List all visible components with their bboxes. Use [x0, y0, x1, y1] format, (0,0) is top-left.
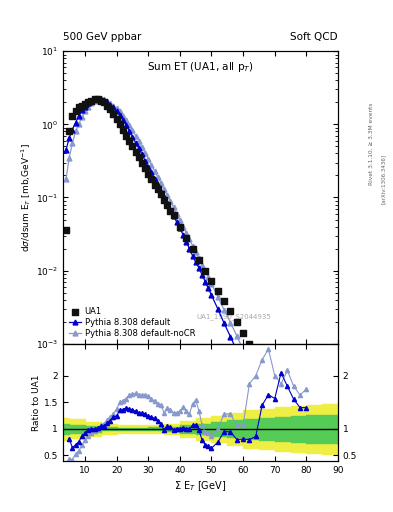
Point — [79, 101, 85, 110]
Point — [310, 457, 316, 465]
Point — [284, 402, 290, 410]
Point — [265, 370, 272, 378]
Point — [246, 339, 253, 348]
Point — [272, 381, 278, 390]
Point — [215, 287, 221, 295]
Point — [154, 185, 161, 193]
Point — [110, 110, 117, 118]
Point — [72, 108, 79, 116]
Point — [151, 181, 158, 189]
Point — [139, 159, 145, 167]
Point — [95, 95, 101, 103]
Point — [145, 170, 151, 178]
Point — [136, 153, 142, 161]
Point — [107, 105, 114, 114]
X-axis label: $\Sigma$ E$_T$ [GeV]: $\Sigma$ E$_T$ [GeV] — [174, 479, 226, 493]
Point — [202, 267, 208, 275]
Point — [177, 223, 183, 231]
Point — [164, 201, 171, 209]
Point — [66, 127, 72, 136]
Point — [303, 435, 310, 443]
Legend: UA1, Pythia 8.308 default, Pythia 8.308 default-noCR: UA1, Pythia 8.308 default, Pythia 8.308 … — [67, 305, 197, 339]
Text: Sum ET (UA1, all p$_T$): Sum ET (UA1, all p$_T$) — [147, 60, 254, 74]
Point — [75, 103, 82, 112]
Point — [132, 148, 139, 156]
Point — [183, 234, 189, 242]
Text: 500 GeV ppbar: 500 GeV ppbar — [63, 32, 141, 42]
Point — [126, 137, 132, 145]
Point — [253, 350, 259, 358]
Text: Soft QCD: Soft QCD — [290, 32, 338, 42]
Point — [227, 307, 233, 315]
Point — [101, 98, 107, 106]
Point — [259, 360, 265, 369]
Point — [91, 95, 97, 103]
Point — [142, 164, 148, 173]
Text: Rivet 3.1.10, ≥ 3.3M events: Rivet 3.1.10, ≥ 3.3M events — [369, 102, 374, 185]
Point — [114, 115, 120, 123]
Point — [82, 100, 88, 108]
Point — [88, 97, 94, 105]
Point — [63, 226, 69, 234]
Point — [278, 391, 284, 399]
Point — [85, 98, 91, 106]
Point — [98, 97, 104, 105]
Point — [158, 190, 164, 199]
Text: UA1_1990_S2044935: UA1_1990_S2044935 — [196, 314, 271, 321]
Point — [123, 132, 129, 140]
Point — [129, 142, 136, 151]
Point — [208, 277, 215, 285]
Point — [120, 125, 126, 134]
Point — [297, 424, 303, 432]
Point — [196, 256, 202, 264]
Point — [221, 297, 227, 306]
Point — [290, 413, 297, 421]
Point — [104, 101, 110, 110]
Point — [117, 120, 123, 129]
Point — [171, 211, 177, 220]
Point — [234, 317, 240, 326]
Text: [arXiv:1306.3436]: [arXiv:1306.3436] — [381, 154, 386, 204]
Y-axis label: Ratio to UA1: Ratio to UA1 — [32, 374, 41, 431]
Point — [167, 206, 174, 215]
Point — [148, 175, 154, 183]
Point — [69, 112, 75, 120]
Point — [161, 196, 167, 204]
Point — [189, 245, 196, 253]
Y-axis label: d$\sigma$/dsum E$_T$ [mb,GeV$^{-1}$]: d$\sigma$/dsum E$_T$ [mb,GeV$^{-1}$] — [19, 143, 33, 252]
Point — [240, 329, 246, 337]
